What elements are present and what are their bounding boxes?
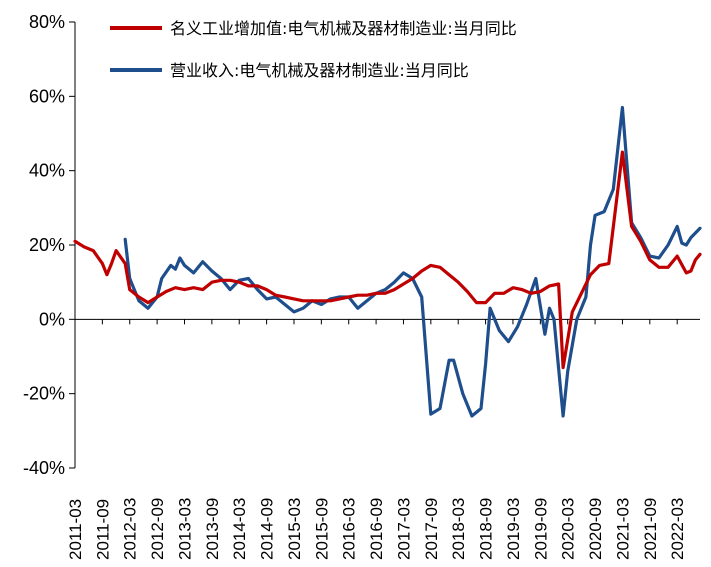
x-tick-label: 2022-03	[668, 498, 687, 560]
axes: -40% -20% 0% 20% 40% 60% 80% 2011-03 2011-09 2012…	[23, 12, 700, 560]
y-tick-label: -40%	[23, 458, 65, 478]
x-tick-label: 2020-03	[559, 498, 578, 560]
y-tick-label: 80%	[29, 12, 65, 32]
x-tick-label: 2019-03	[504, 498, 523, 560]
x-tick-label: 2015-09	[312, 498, 331, 560]
x-tick-label: 2021-09	[641, 498, 660, 560]
y-tick-label: 0%	[39, 309, 65, 329]
x-tick-label: 2012-09	[148, 498, 167, 560]
x-tick-label: 2014-09	[258, 498, 277, 560]
x-tick-label: 2020-09	[586, 498, 605, 560]
x-tick-label: 2012-03	[121, 498, 140, 560]
x-tick-label: 2017-03	[394, 498, 413, 560]
x-tick-label: 2013-03	[175, 498, 194, 560]
x-tick-label: 2021-03	[613, 498, 632, 560]
x-tick-label: 2016-09	[367, 498, 386, 560]
x-tick-label: 2017-09	[422, 498, 441, 560]
y-tick-label: 60%	[29, 86, 65, 106]
y-tick-label: -20%	[23, 384, 65, 404]
x-tick-label: 2019-09	[531, 498, 550, 560]
series-lines	[73, 105, 702, 418]
x-tick-label: 2018-09	[477, 498, 496, 560]
legend-label-operating-revenue: 营业收入:电气机械及器材制造业:当月同比	[170, 61, 469, 80]
series-line-industrial-value-added	[73, 150, 702, 370]
x-tick-label: 2015-03	[285, 498, 304, 560]
series-line-operating-revenue	[123, 105, 702, 418]
x-tick-label: 2011-03	[66, 499, 85, 560]
x-tick-label: 2016-03	[340, 498, 359, 560]
legend: 名义工业增加值:电气机械及器材制造业:当月同比 营业收入:电气机械及器材制造业:…	[110, 19, 517, 80]
x-tick-label: 2014-03	[230, 498, 249, 560]
legend-label-industrial-value-added: 名义工业增加值:电气机械及器材制造业:当月同比	[170, 19, 517, 38]
x-tick-label: 2013-09	[203, 498, 222, 560]
x-tick-label: 2011-09	[93, 499, 112, 560]
y-tick-label: 20%	[29, 235, 65, 255]
y-tick-label: 40%	[29, 161, 65, 181]
x-tick-label: 2018-03	[449, 498, 468, 560]
